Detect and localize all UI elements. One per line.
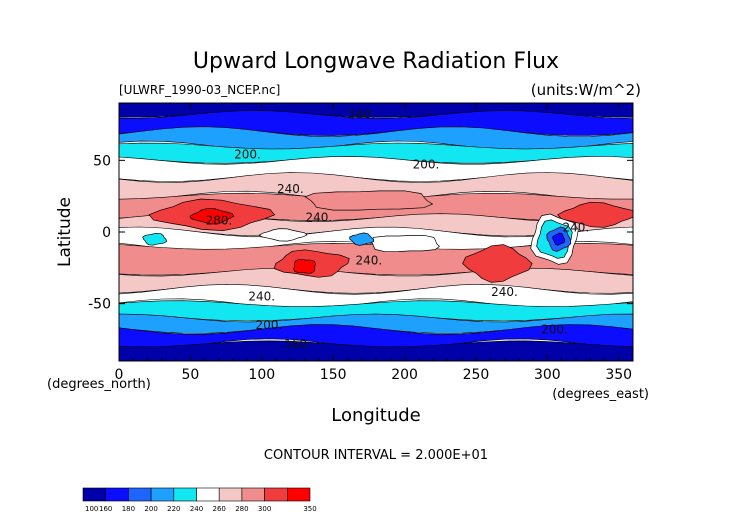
- x-tick-label: 200: [391, 367, 418, 383]
- contour-labels: 160.200.200.240.240.280.240.240.240. 240.…: [206, 107, 590, 350]
- x-tick-label: 50: [181, 367, 199, 383]
- chart-subtitle-right: (units:W/m^2): [531, 81, 641, 99]
- colorbar-swatch: [150, 487, 175, 502]
- contour-label: 240.: [277, 182, 304, 196]
- colorbar-swatch: [264, 487, 288, 502]
- northern-subtropic-pacific-maximum: [304, 190, 434, 211]
- chart-title: Upward Longwave Radiation Flux: [193, 49, 559, 74]
- south-america-maximum: [462, 244, 533, 283]
- y-tick-label: -50: [88, 297, 111, 313]
- contour-label: 200.: [413, 158, 440, 172]
- contour-label: 240.: [491, 285, 518, 299]
- axis-ticks: 0 50 100 150 200 250 300 350 -50 0 50: [88, 103, 633, 383]
- sahara-core-maximum: [189, 207, 235, 225]
- contour-label: 240.: [563, 221, 590, 235]
- y-tick-label: 0: [102, 225, 111, 241]
- chart-subtitle-left: [ULWRF_1990-03_NCEP.nc]: [119, 83, 280, 97]
- colorbar-level-label: 180: [122, 505, 135, 513]
- australia-core-maximum: [293, 259, 316, 274]
- colorbar-level-label: 240: [190, 505, 203, 513]
- colorbar: 100 160 180 200 220 240 260 280 300 350: [82, 487, 317, 513]
- x-tick-label: 300: [534, 367, 561, 383]
- contour-label: 280.: [206, 214, 233, 228]
- x-axis-label: Longitude: [331, 405, 421, 426]
- colorbar-swatch: [286, 487, 311, 502]
- y-axis-label: Latitude: [55, 197, 75, 267]
- colorbar-swatch: [173, 487, 197, 502]
- x-unit-label: (degrees_east): [552, 387, 649, 402]
- contour-label: 240.: [356, 254, 383, 268]
- contour-label: 200.: [234, 148, 261, 162]
- contour-label: 160.: [348, 107, 375, 121]
- colorbar-level-label: 160: [99, 505, 112, 513]
- colorbar-swatch: [241, 487, 265, 502]
- zonal-band: [119, 300, 633, 322]
- colorbar-level-label: 280: [235, 505, 248, 513]
- zonal-band: [119, 324, 633, 350]
- contour-label: 240.: [306, 211, 333, 225]
- y-tick-label: 50: [93, 153, 111, 169]
- contour-interval-text: CONTOUR INTERVAL = 2.000E+01: [264, 448, 488, 463]
- x-tick-label: 0: [115, 367, 124, 383]
- y-unit-label: (degrees_north): [47, 377, 151, 392]
- colorbar-level-label: 220: [167, 505, 180, 513]
- colorbar-level-label: 350: [303, 505, 316, 513]
- warm-pool-patch: [349, 232, 375, 246]
- colorbar-swatch: [196, 487, 220, 502]
- colorbar-swatch: [105, 487, 129, 502]
- colorbar-swatch: [82, 487, 107, 502]
- zonal-band: [119, 172, 633, 202]
- colorbar-level-label: 200: [144, 505, 157, 513]
- x-tick-label: 150: [320, 367, 347, 383]
- contour-label: 200.: [541, 322, 568, 336]
- x-tick-label: 100: [248, 367, 275, 383]
- zonal-band: [119, 340, 633, 361]
- amazon-convection-center: [552, 232, 566, 246]
- africa-convection-minimum: [142, 232, 168, 246]
- colorbar-swatch: [128, 487, 152, 502]
- colorbar-swatch: [218, 487, 243, 502]
- indonesia-convection-minimum: [258, 228, 308, 242]
- east-pacific-maximum: [557, 201, 633, 228]
- colorbar-level-label: 100: [85, 505, 98, 513]
- contour-label: 240.: [248, 290, 275, 304]
- contour-label: 200.: [256, 318, 283, 332]
- central-pacific-white: [369, 234, 440, 253]
- x-tick-label: 350: [605, 367, 632, 383]
- x-tick-label: 250: [463, 367, 490, 383]
- plot-area: [119, 103, 633, 361]
- colorbar-level-label: 300: [258, 505, 271, 513]
- contour-label: 160.: [284, 337, 311, 351]
- colorbar-level-label: 260: [213, 505, 226, 513]
